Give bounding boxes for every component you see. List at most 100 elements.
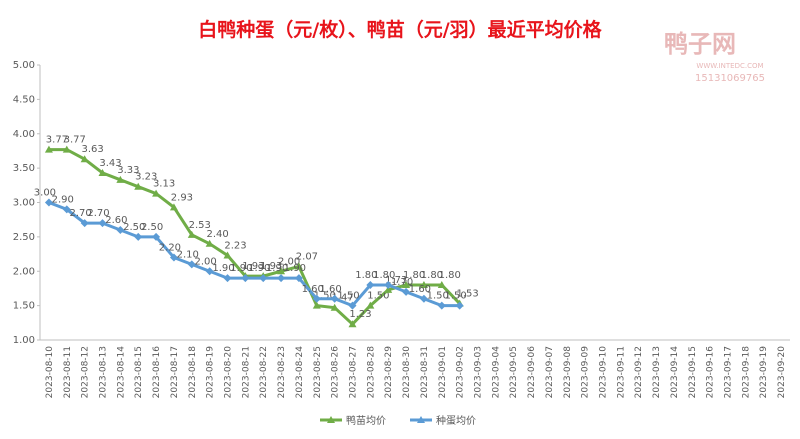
marker <box>205 239 214 247</box>
x-tick-label: 2023-08-14 <box>116 346 126 399</box>
data-label: 1.50 <box>427 291 449 302</box>
marker <box>348 301 357 310</box>
marker <box>98 168 107 176</box>
data-label: 3.63 <box>82 144 104 155</box>
marker <box>330 303 339 311</box>
x-tick-label: 2023-08-30 <box>402 346 412 399</box>
marker <box>419 294 428 303</box>
x-tick-label: 2023-09-04 <box>491 346 501 399</box>
marker <box>294 262 303 270</box>
marker <box>330 294 339 303</box>
y-tick-label: 1.50 <box>13 301 35 312</box>
x-tick-label: 2023-08-24 <box>295 346 305 399</box>
data-label: 3.00 <box>34 188 56 199</box>
chart-title: 白鸭种蛋（元/枚）、鸭苗（元/羽）最近平均价格 <box>198 18 602 41</box>
data-label: 1.50 <box>445 291 467 302</box>
x-tick-label: 2023-08-25 <box>313 346 323 398</box>
marker <box>312 294 321 303</box>
data-label: 1.50 <box>367 291 389 302</box>
data-label: 1.90 <box>248 263 270 274</box>
data-label: 1.90 <box>284 263 306 274</box>
x-tick-label: 2023-09-08 <box>563 346 573 399</box>
data-label: 1.60 <box>409 284 431 295</box>
marker <box>384 285 393 293</box>
x-tick-label: 2023-09-15 <box>688 346 698 398</box>
series-line <box>48 148 461 327</box>
x-tick-label: 2023-09-17 <box>724 346 734 398</box>
data-label: 3.43 <box>99 158 121 169</box>
data-label: 1.50 <box>337 291 359 302</box>
marker <box>402 287 411 296</box>
data-label: 1.80 <box>421 270 443 281</box>
data-label: 2.50 <box>141 222 163 233</box>
marker <box>277 267 286 275</box>
x-tick-label: 2023-08-12 <box>81 346 91 398</box>
data-label: 3.33 <box>117 165 139 176</box>
x-tick-label: 2023-09-03 <box>474 346 484 398</box>
data-label: 2.70 <box>87 208 109 219</box>
data-label: 1.73 <box>385 275 407 286</box>
x-tick-label: 2023-09-16 <box>706 346 716 399</box>
legend-marker <box>327 416 335 423</box>
data-label: 2.20 <box>159 243 181 254</box>
x-tick-label: 2023-08-15 <box>134 346 144 398</box>
marker <box>169 253 178 262</box>
data-label: 2.60 <box>105 215 127 226</box>
marker <box>366 301 375 309</box>
data-label: 3.23 <box>135 172 157 183</box>
data-label: 1.80 <box>403 270 425 281</box>
x-tick-label: 2023-09-13 <box>652 346 662 398</box>
data-label: 1.70 <box>391 277 413 288</box>
data-label: 1.23 <box>349 309 371 320</box>
data-label: 1.90 <box>212 263 234 274</box>
y-tick-label: 1.00 <box>13 335 35 346</box>
marker <box>366 281 375 289</box>
data-label: 1.80 <box>355 270 377 281</box>
watermark: 15131069765 <box>695 73 765 84</box>
data-label: 2.07 <box>296 251 318 262</box>
data-label: 2.40 <box>207 229 229 240</box>
y-tick-label: 3.50 <box>13 163 35 174</box>
y-tick-label: 3.00 <box>13 198 35 209</box>
marker <box>384 281 393 289</box>
marker <box>437 281 446 288</box>
x-tick-label: 2023-09-06 <box>527 346 537 399</box>
legend-label: 种蛋均价 <box>436 414 476 427</box>
y-tick-label: 4.00 <box>13 129 35 140</box>
marker <box>187 260 196 269</box>
x-tick-label: 2023-09-07 <box>545 346 555 398</box>
marker <box>116 226 125 234</box>
marker <box>152 189 161 197</box>
x-tick-label: 2023-08-18 <box>188 346 198 399</box>
data-label: 3.77 <box>46 135 68 146</box>
x-tick-label: 2023-08-29 <box>384 346 394 399</box>
x-tick-label: 2023-08-20 <box>224 346 234 399</box>
x-tick-label: 2023-08-21 <box>241 346 251 398</box>
x-tick-label: 2023-08-26 <box>331 346 341 399</box>
x-tick-label: 2023-09-20 <box>777 346 787 399</box>
marker <box>348 320 357 328</box>
marker <box>116 175 125 183</box>
data-label: 1.60 <box>302 284 324 295</box>
y-tick-label: 2.50 <box>13 232 35 243</box>
data-label: 2.93 <box>171 192 193 203</box>
watermark: WWW.INTEDC.COM <box>696 62 763 70</box>
data-label: 2.10 <box>177 249 199 260</box>
data-label: 1.90 <box>266 263 288 274</box>
x-tick-label: 2023-08-17 <box>170 346 180 398</box>
x-tick-label: 2023-09-18 <box>741 346 751 399</box>
x-tick-label: 2023-08-28 <box>366 346 376 399</box>
x-tick-label: 2023-08-23 <box>277 346 287 398</box>
data-label: 1.93 <box>242 261 264 272</box>
marker <box>294 274 303 283</box>
x-tick-label: 2023-08-11 <box>63 346 73 398</box>
data-label: 2.50 <box>123 222 145 233</box>
legend-marker <box>417 416 425 423</box>
marker <box>241 274 250 283</box>
data-label: 2.23 <box>224 240 246 251</box>
marker <box>169 203 178 211</box>
x-tick-label: 2023-08-10 <box>45 346 55 399</box>
data-label: 2.70 <box>70 208 92 219</box>
marker <box>44 198 53 207</box>
